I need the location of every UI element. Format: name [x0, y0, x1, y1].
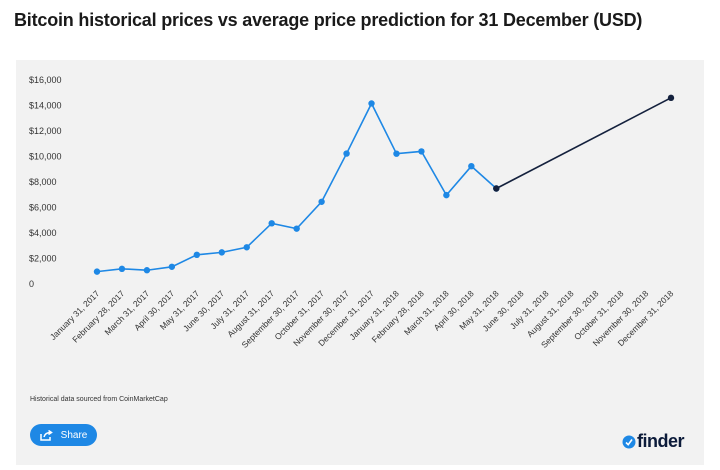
series-points: [93, 94, 675, 275]
y-axis: 0 $2,000 $4,000 $6,000 $8,000 $10,000 $12,000 $…: [29, 75, 62, 289]
historical-price-point[interactable]: [93, 268, 101, 275]
brand-logo[interactable]: finder: [622, 431, 685, 452]
historical-price-point[interactable]: [293, 225, 300, 232]
historical-price-point[interactable]: [318, 198, 325, 205]
y-tick-label: $10,000: [29, 152, 62, 162]
y-tick-label: $6,000: [29, 203, 57, 213]
historical-price-point[interactable]: [118, 265, 126, 273]
share-icon: [39, 429, 53, 441]
y-tick-label: $4,000: [29, 228, 57, 238]
share-button[interactable]: Share: [30, 424, 97, 446]
historical-price-point[interactable]: [218, 249, 225, 256]
price-prediction-point[interactable]: [667, 94, 675, 102]
source-note: Historical data sourced from CoinMarketC…: [30, 396, 168, 403]
y-tick-label: 0: [29, 279, 34, 289]
finder-logo-icon: [622, 435, 636, 448]
y-tick-label: $8,000: [29, 177, 57, 187]
historical-price-point[interactable]: [443, 191, 450, 199]
historical-price-line: [96, 101, 497, 273]
chart-title: Bitcoin historical prices vs average pri…: [14, 10, 643, 30]
y-tick-label: $16,000: [29, 75, 62, 85]
brand-name: finder: [637, 431, 685, 451]
price-prediction-point[interactable]: [493, 185, 500, 192]
historical-price-point[interactable]: [418, 148, 425, 155]
historical-price-point[interactable]: [168, 263, 176, 270]
historical-price-point[interactable]: [468, 162, 475, 170]
y-tick-label: $12,000: [29, 126, 62, 136]
y-tick-label: $2,000: [29, 254, 57, 264]
historical-price-point[interactable]: [343, 150, 350, 157]
historical-price-point[interactable]: [393, 150, 400, 157]
line-chart: 0 $2,000 $4,000 $6,000 $8,000 $10,000 $12,000 $…: [29, 75, 676, 350]
historical-price-point[interactable]: [368, 100, 375, 107]
historical-price-point[interactable]: [193, 251, 201, 259]
price-prediction-line: [495, 97, 672, 190]
chart-card: 0 $2,000 $4,000 $6,000 $8,000 $10,000 $12,000 $…: [16, 60, 704, 465]
historical-price-point[interactable]: [243, 244, 250, 251]
historical-price-point[interactable]: [143, 267, 151, 274]
series-lines: [96, 97, 672, 273]
y-tick-label: $14,000: [29, 101, 62, 111]
historical-price-point[interactable]: [268, 220, 275, 227]
share-label: Share: [60, 429, 88, 441]
